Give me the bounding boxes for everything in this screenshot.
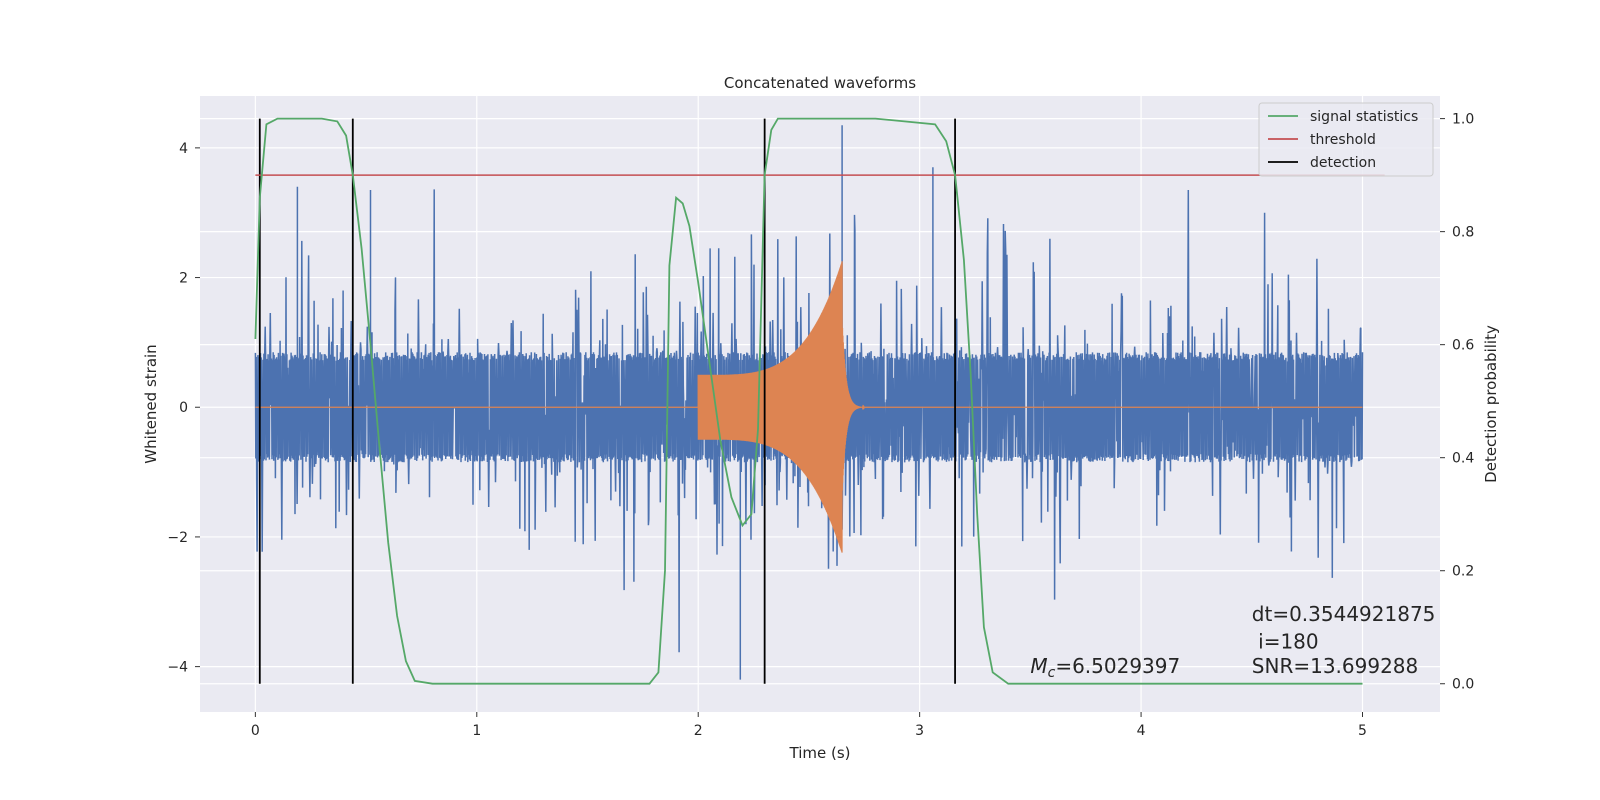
right-y-tick-label-3: 0.6 [1452,338,1474,354]
x-tick-label-4: 4 [1137,723,1146,739]
x-tick-label-5: 5 [1358,723,1367,739]
x-tick-label-2: 2 [694,723,703,739]
legend-label-detection: detection [1310,155,1376,171]
right-y-tick-label-0: 0.0 [1452,677,1474,693]
index-annotation: i=180 [1252,629,1319,653]
right-y-tick-label-5: 1.0 [1452,112,1474,128]
signal-statistics-series-line [254,117,1363,685]
right-y-tick-label-4: 0.8 [1452,225,1474,241]
chart-title: Concatenated waveforms [724,74,916,92]
left-y-tick-label-3: 2 [179,271,188,287]
x-axis-ticks: 0 1 2 3 4 5 [251,712,1367,739]
left-y-tick-label-0: −4 [167,660,188,676]
chirp-mass-symbol: M [1030,654,1047,678]
left-y-tick-label-2: 0 [179,400,188,416]
left-y-tick-label-4: 4 [179,141,188,157]
left-y-axis-label: Whitened strain [142,344,160,463]
x-tick-label-0: 0 [251,723,260,739]
left-y-tick-label-1: −2 [167,530,188,546]
snr-annotation: SNR=13.699288 [1252,654,1418,678]
right-y-axis-label: Detection probability [1482,325,1500,483]
right-y-tick-label-2: 0.4 [1452,451,1474,467]
x-tick-label-3: 3 [915,723,924,739]
x-axis-label: Time (s) [789,744,851,762]
dt-annotation: dt=0.3544921875 [1252,602,1436,626]
left-y-axis-ticks: −4 −2 0 2 4 [167,141,200,676]
right-y-axis-ticks: 0.0 0.2 0.4 0.6 0.8 1.0 [1440,112,1474,693]
chirp-mass-subscript: c [1048,665,1056,681]
chirp-mass-annotation: Mc=6.5029397 [1030,654,1180,681]
legend-label-signal-statistics: signal statistics [1310,109,1418,125]
x-tick-label-1: 1 [472,723,481,739]
legend-box [1258,102,1434,177]
legend-label-threshold: threshold [1310,132,1376,148]
chirp-mass-value: =6.5029397 [1055,654,1180,678]
legend: signal statistics threshold detection [1258,102,1434,177]
template-series-line [255,261,1363,553]
right-y-tick-label-1: 0.2 [1452,564,1474,580]
